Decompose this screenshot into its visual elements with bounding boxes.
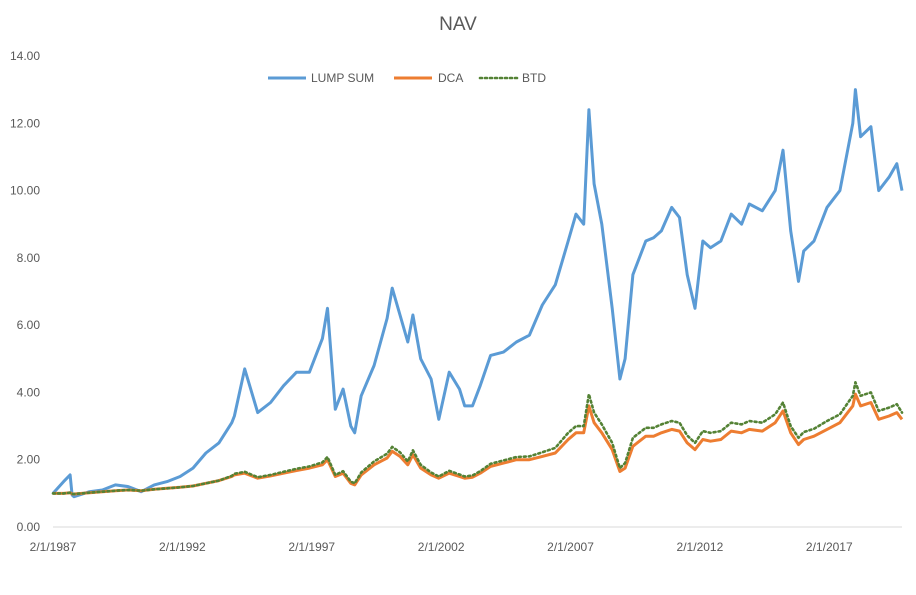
y-tick-label: 8.00: [17, 251, 41, 265]
y-tick-label: 0.00: [17, 520, 41, 534]
series-layer: [51, 88, 904, 499]
x-tick-label: 2/1/1992: [159, 540, 206, 554]
x-tick-label: 2/1/1987: [30, 540, 77, 554]
x-tick-label: 2/1/2012: [677, 540, 724, 554]
x-tick-label: 2/1/1997: [288, 540, 335, 554]
y-tick-label: 14.00: [10, 49, 40, 63]
y-tick-label: 4.00: [17, 385, 41, 399]
x-tick-label: 2/1/2017: [806, 540, 853, 554]
x-axis: 2/1/1987 2/1/1992 2/1/1997 2/1/2002 2/1/2007…: [30, 526, 902, 554]
legend-label: DCA: [438, 71, 463, 85]
legend-label: BTD: [522, 71, 546, 85]
series-line-btd: [51, 380, 904, 496]
y-axis: 0.00 2.00 4.00 6.00 8.00 10.00 12.00 14.00: [10, 49, 40, 534]
y-tick-label: 10.00: [10, 184, 40, 198]
y-tick-label: 2.00: [17, 453, 41, 467]
chart-title: NAV: [439, 14, 477, 35]
chart-legend: LUMP SUM DCA BTD: [268, 71, 546, 85]
y-tick-label: 6.00: [17, 318, 41, 332]
y-tick-label: 12.00: [10, 116, 40, 130]
x-tick-label: 2/1/2002: [418, 540, 465, 554]
series-line-lump-sum: [51, 88, 904, 499]
legend-label: LUMP SUM: [311, 71, 374, 85]
x-tick-label: 2/1/2007: [547, 540, 594, 554]
series-line-dca: [53, 392, 904, 496]
